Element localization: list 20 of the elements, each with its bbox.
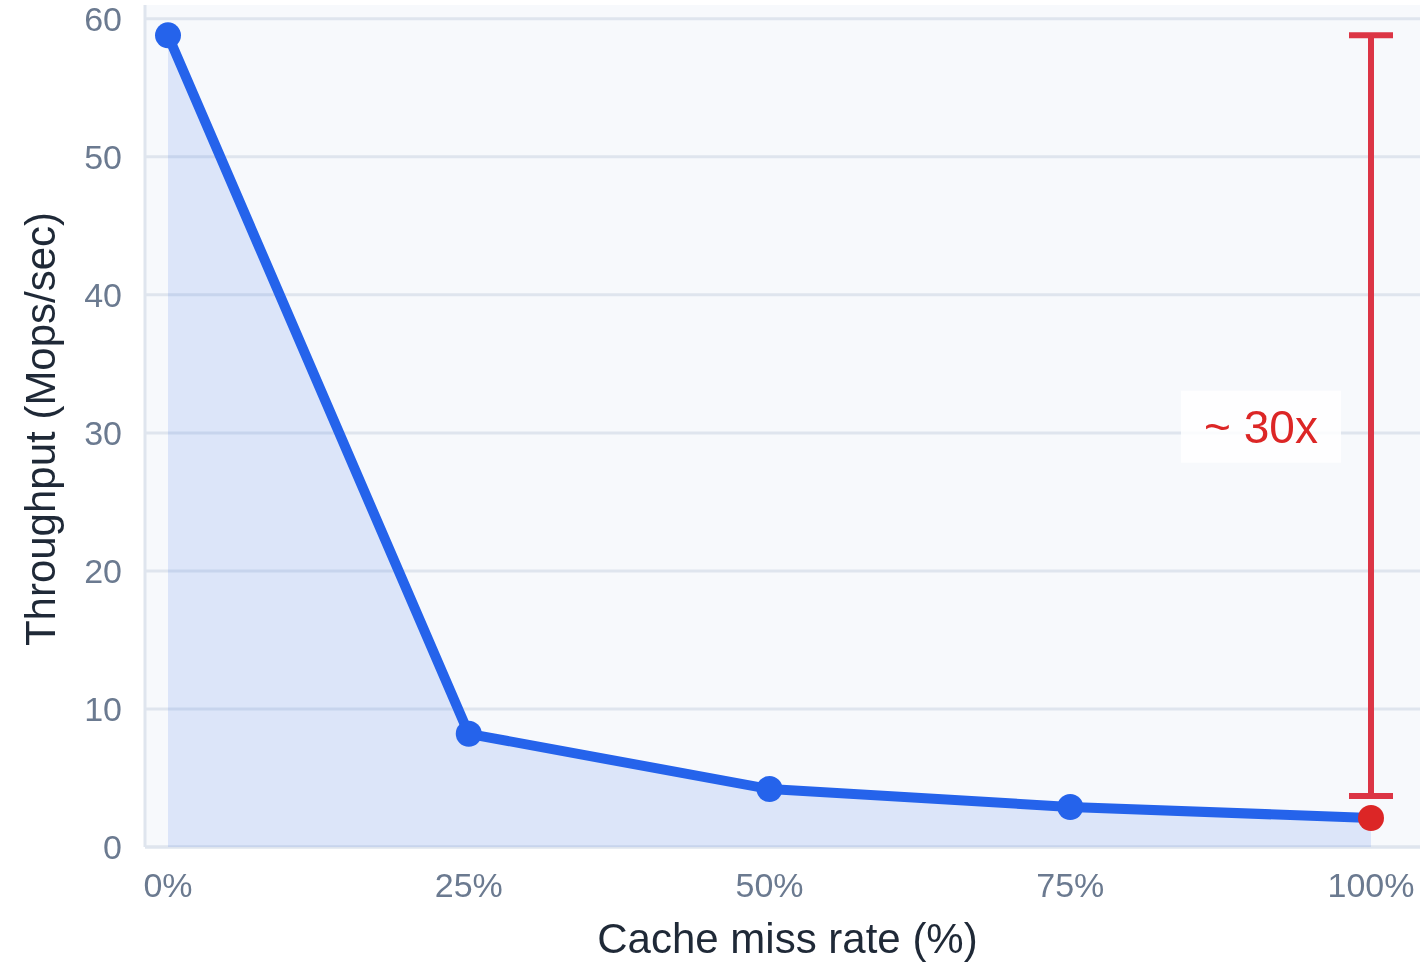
y-tick-label: 30	[84, 413, 122, 452]
x-tick-label: 25%	[434, 866, 503, 904]
x-axis-title: Cache miss rate (%)	[597, 915, 978, 962]
y-tick-label: 40	[84, 275, 122, 314]
point	[455, 720, 482, 747]
point	[1358, 805, 1384, 832]
point	[155, 22, 181, 49]
point	[756, 776, 783, 803]
x-tick-label: 0%	[143, 866, 193, 904]
y-axis-title: Throughput (Mops/sec)	[17, 211, 64, 647]
x-tick-label: 100%	[1327, 866, 1415, 904]
y-tick-label: 20	[84, 551, 122, 590]
y-tick-label: 50	[84, 137, 122, 176]
y-tick-label: 60	[84, 0, 122, 38]
point	[1057, 793, 1084, 820]
y-tick-label: 0	[103, 827, 122, 866]
annotation: ~ 30x	[1204, 400, 1318, 453]
y-tick-label: 10	[84, 689, 122, 728]
x-tick-label: 75%	[1036, 866, 1105, 904]
x-tick-label: 50%	[735, 866, 804, 904]
